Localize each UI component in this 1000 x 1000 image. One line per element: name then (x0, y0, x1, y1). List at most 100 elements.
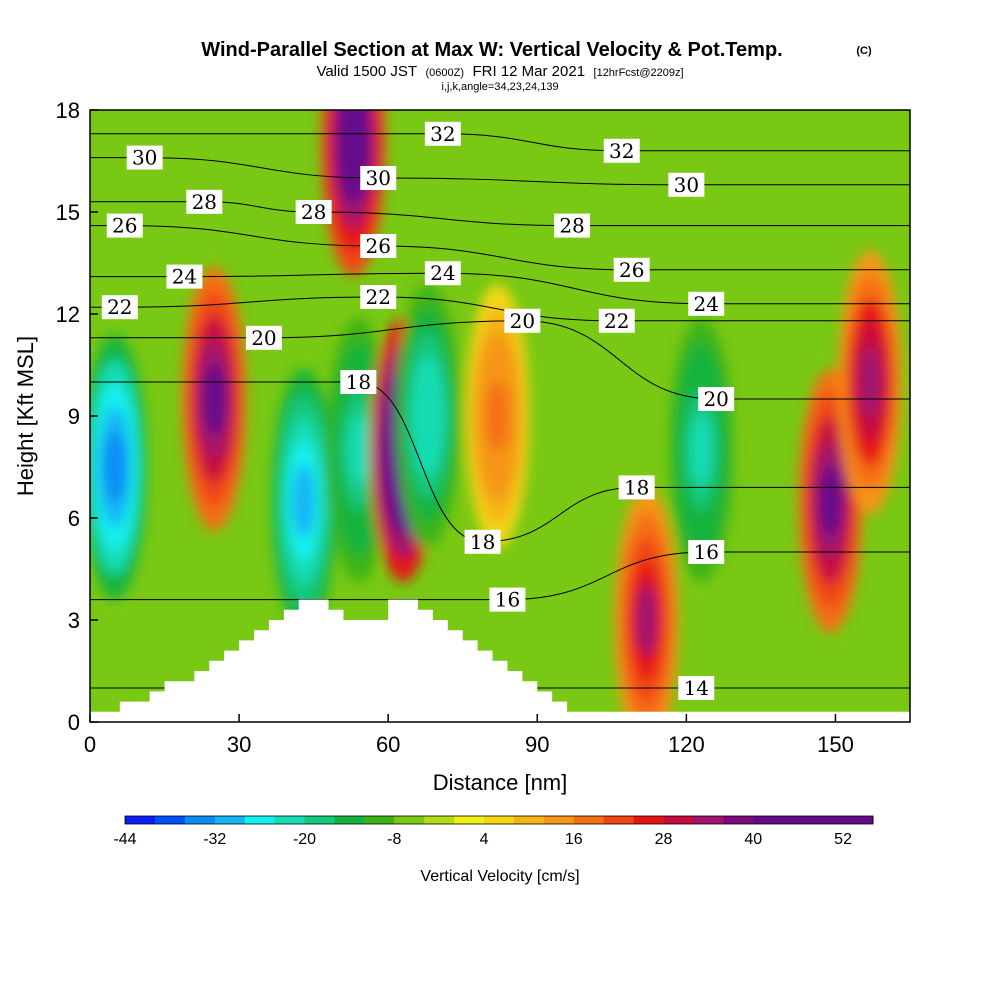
y-tick-label: 18 (56, 98, 80, 123)
theta-label-text: 22 (604, 309, 629, 333)
x-tick-label: 90 (525, 732, 549, 757)
theta-label-text: 18 (470, 530, 495, 554)
y-axis: 0 3 6 9 12 15 18 (56, 98, 98, 735)
x-tick-label: 120 (668, 732, 705, 757)
colorbar-tick-label: -44 (113, 831, 136, 848)
theta-label-text: 26 (619, 258, 644, 282)
theta-label: 18 (340, 370, 377, 394)
colorbar-bin (484, 816, 515, 824)
colorbar-bin (723, 816, 754, 824)
theta-label-text: 14 (684, 676, 709, 700)
colorbar-bin (125, 816, 156, 824)
colorbar-tick-label: -20 (293, 831, 316, 848)
valid-prefix: Valid 1500 JST (316, 63, 417, 80)
theta-label-box (598, 308, 635, 333)
theta-label-text: 24 (172, 265, 197, 289)
theta-label: 30 (360, 166, 397, 190)
y-tick-label: 3 (68, 608, 80, 633)
chart-title: Wind-Parallel Section at Max W: Vertical… (201, 39, 782, 61)
theta-label-box (603, 138, 640, 163)
theta-label-text: 30 (366, 166, 391, 190)
colorbar-bin (154, 816, 186, 824)
theta-label-box (245, 325, 282, 350)
velocity-cell (859, 346, 882, 418)
theta-label: 22 (101, 295, 138, 320)
theta-label-text: 32 (609, 139, 634, 163)
colorbar-tick-label: 52 (834, 831, 852, 848)
theta-label-text: 16 (495, 588, 520, 612)
colorbar-bin (513, 816, 545, 824)
theta-label: 18 (618, 475, 655, 500)
chart-subtitle: Valid 1500 JST (0600Z) FRI 12 Mar 2021 [… (316, 63, 683, 80)
theta-label-text: 26 (366, 234, 391, 258)
theta-label-text: 20 (510, 309, 535, 333)
theta-label-box (668, 172, 705, 197)
y-tick-label: 15 (56, 200, 80, 225)
colorbar-bin (334, 816, 365, 824)
y-tick-label: 9 (68, 404, 80, 429)
theta-label-box (360, 285, 397, 309)
velocity-cell (103, 431, 127, 503)
theta-label: 20 (245, 325, 282, 350)
theta-label-text: 28 (559, 214, 584, 238)
valid-utc: (0600Z) (426, 67, 465, 79)
theta-label-box (424, 121, 461, 146)
y-tick-label: 6 (68, 506, 80, 531)
colorbar-bin (573, 816, 605, 824)
colorbar-bin (244, 816, 276, 824)
theta-label-text: 32 (430, 122, 455, 146)
theta-label-box (464, 529, 501, 554)
colorbar-tick-label: 40 (744, 831, 762, 848)
colorbar-tick-labels: -44 -32 -20 -8 4 16 28 40 52 (113, 831, 852, 848)
y-tick-label: 0 (68, 710, 80, 735)
y-tick-label: 12 (56, 302, 80, 327)
theta-label-box (106, 213, 143, 238)
colorbar-tick-label: 16 (565, 831, 583, 848)
theta-label-text: 28 (192, 190, 217, 214)
theta-label-text: 28 (301, 200, 326, 224)
colorbar-tick-label: -32 (203, 831, 226, 848)
theta-label-box (698, 387, 735, 411)
colorbar-bin (274, 816, 306, 824)
theta-label-box (613, 257, 650, 282)
theta-label-text: 16 (694, 540, 719, 564)
theta-contour-line (90, 551, 910, 601)
theta-label: 30 (668, 172, 705, 197)
theta-label-text: 24 (694, 292, 719, 316)
theta-label-text: 24 (430, 261, 455, 285)
colorbar-bin (783, 816, 814, 824)
colorbar-bin (184, 816, 216, 824)
colorbar-label: Vertical Velocity [cm/s] (420, 868, 579, 885)
theta-label-text: 18 (624, 475, 649, 499)
velocity-cell (690, 414, 713, 486)
forecast-info: [12hrFcst@2209z] (594, 67, 684, 79)
velocity-cell (819, 465, 842, 537)
colorbar-bin (424, 816, 455, 824)
theta-label: 24 (688, 291, 725, 316)
colorbar-frame (124, 815, 874, 825)
theta-label-box (126, 145, 163, 170)
colorbar-bin (693, 816, 724, 824)
y-axis-label: Height [Kft MSL] (13, 336, 38, 496)
terrain-mask (90, 599, 910, 722)
theta-label-text: 20 (703, 387, 728, 411)
x-axis-label: Distance [nm] (433, 770, 568, 795)
theta-label-text: 20 (251, 326, 276, 350)
colorbar-tick-label: 4 (480, 831, 489, 848)
colorbar-bin (454, 816, 485, 824)
colorbar-bin (813, 816, 844, 824)
theta-label-box (688, 291, 725, 316)
theta-label-text: 30 (132, 146, 157, 170)
colorbar-bin (214, 816, 246, 824)
theta-label-box (678, 676, 715, 700)
colorbar (124, 815, 874, 825)
theta-label: 16 (688, 540, 725, 564)
theta-label-box (504, 308, 541, 333)
plot-area (90, 110, 910, 722)
x-tick-label: 60 (376, 732, 400, 757)
theta-contour-labels: 30 32 32 28 30 30 26 28 28 26 24 24 26 22 22 20 22 24 20 18… (101, 121, 735, 700)
colorbar-bin (304, 816, 335, 824)
velocity-cell (292, 465, 315, 537)
theta-label: 16 (489, 587, 526, 612)
